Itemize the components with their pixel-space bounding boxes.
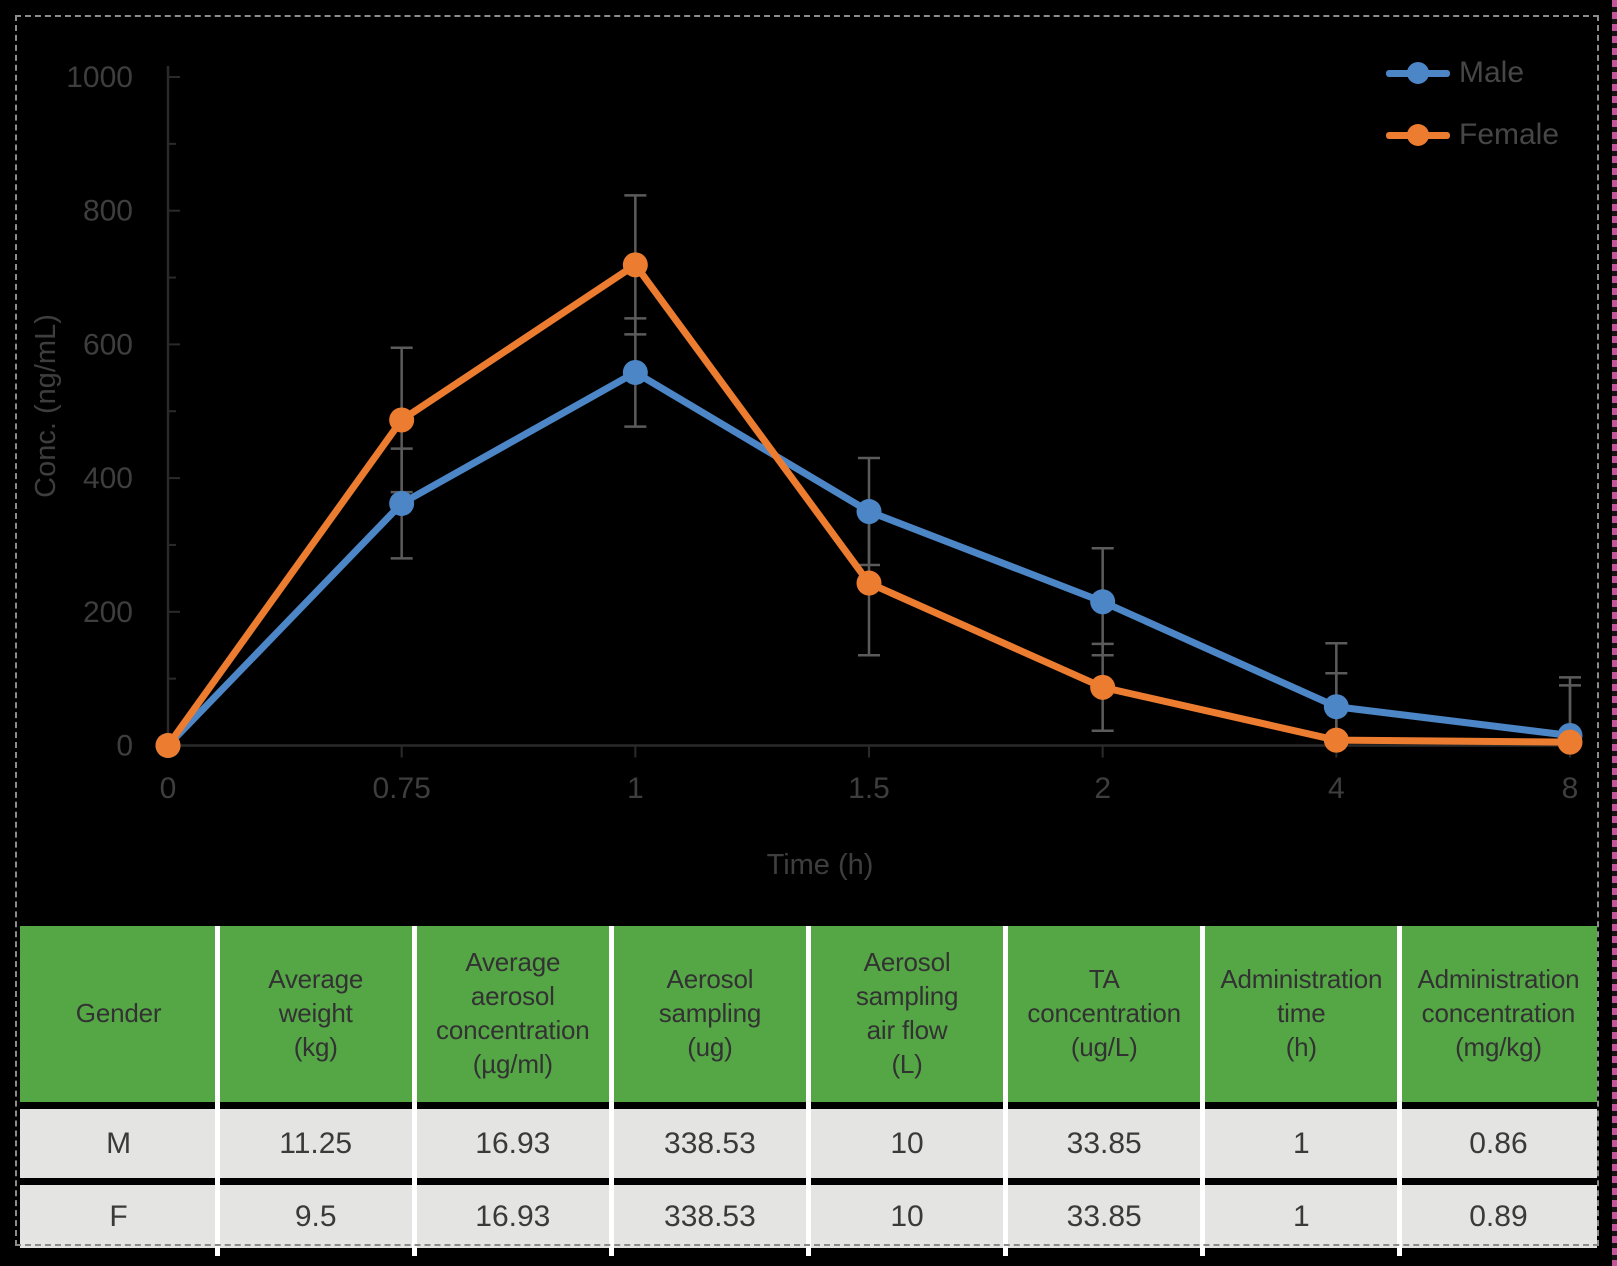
svg-text:8: 8 [1562, 772, 1579, 805]
data-point-female-8 [1557, 729, 1583, 755]
cell-f-admin-conc: 0.89 [1399, 1185, 1597, 1248]
female-dot-icon [1407, 124, 1429, 146]
data-point-female-1.5 [856, 570, 882, 596]
svg-text:1000: 1000 [66, 61, 133, 94]
table-column-separator [411, 926, 417, 1256]
parameters-table: Gender Average weight (kg) Average aeros… [20, 926, 1597, 1256]
cell-m-admin-conc: 0.86 [1399, 1109, 1597, 1178]
cell-m-weight: 11.25 [217, 1109, 415, 1178]
axes: 0 200 400 600 800 1000 0 0.75 1 1.5 2 4 8 Time (h) Con… [30, 61, 1578, 881]
svg-text:2: 2 [1094, 772, 1111, 805]
svg-text:800: 800 [83, 195, 133, 228]
data-point-male-1.5 [856, 499, 882, 525]
header-aerosol-sampling: Aerosol sampling (ug) [611, 926, 809, 1102]
cell-m-sampling: 338.53 [611, 1109, 809, 1178]
table-row-male: M 11.25 16.93 338.53 10 33.85 1 0.86 [20, 1109, 1597, 1178]
data-point-female-0.75 [389, 407, 415, 433]
header-aerosol-sampling-air-flow: Aerosol sampling air flow (L) [808, 926, 1006, 1102]
cell-f-weight: 9.5 [217, 1185, 415, 1248]
cell-m-admin-time: 1 [1202, 1109, 1400, 1178]
legend-label-male: Male [1459, 56, 1525, 89]
cell-f-gender: F [20, 1185, 218, 1248]
legend-item-female: Female [1386, 115, 1559, 155]
table-column-separator [805, 926, 811, 1256]
svg-text:0: 0 [160, 772, 177, 805]
svg-text:4: 4 [1328, 772, 1345, 805]
concentration-time-chart: 0 200 400 600 800 1000 0 0.75 1 1.5 2 4 8 Time (h) Con… [30, 61, 1583, 881]
cell-f-sampling: 338.53 [611, 1185, 809, 1248]
header-gender: Gender [20, 926, 218, 1102]
male-line-swatch-icon [1386, 62, 1450, 84]
svg-text:0: 0 [116, 730, 133, 763]
cell-f-admin-time: 1 [1202, 1185, 1400, 1248]
selection-edge-artifact [1612, 0, 1617, 1266]
table-column-separator [1397, 926, 1403, 1256]
cell-f-air-flow: 10 [808, 1185, 1006, 1248]
table-column-separator [1003, 926, 1008, 1256]
data-point-male-2 [1090, 589, 1116, 615]
table-column-separator [608, 926, 614, 1256]
data-point-female-0 [155, 733, 181, 758]
header-administration-concentration: Administration concentration (mg/kg) [1399, 926, 1597, 1102]
header-average-weight: Average weight (kg) [217, 926, 415, 1102]
data-point-female-1 [622, 252, 648, 278]
svg-text:0.75: 0.75 [372, 772, 430, 805]
data-point-male-0.75 [389, 491, 415, 517]
table-column-separator [1200, 926, 1206, 1256]
cell-m-air-flow: 10 [808, 1109, 1006, 1178]
y-axis-title: Conc. (ng/mL) [30, 314, 62, 498]
cell-m-aerosol-conc: 16.93 [414, 1109, 612, 1178]
data-point-male-1 [622, 359, 648, 385]
header-administration-time: Administration time (h) [1202, 926, 1400, 1102]
legend-item-male: Male [1386, 53, 1559, 93]
header-average-aerosol-concentration: Average aerosol concentration (µg/ml) [414, 926, 612, 1102]
cell-m-gender: M [20, 1109, 218, 1178]
svg-text:400: 400 [83, 462, 133, 495]
cell-f-ta-conc: 33.85 [1005, 1185, 1203, 1248]
svg-text:1.5: 1.5 [848, 772, 890, 805]
svg-text:600: 600 [83, 328, 133, 361]
series-female [155, 252, 1583, 758]
table-header-row: Gender Average weight (kg) Average aeros… [20, 926, 1597, 1102]
cell-f-aerosol-conc: 16.93 [414, 1185, 612, 1248]
cell-m-ta-conc: 33.85 [1005, 1109, 1203, 1178]
female-line-swatch-icon [1386, 124, 1450, 146]
table-row-female: F 9.5 16.93 338.53 10 33.85 1 0.89 [20, 1185, 1597, 1248]
chart-legend: Male Female [1386, 53, 1559, 177]
svg-text:200: 200 [83, 596, 133, 629]
male-dot-icon [1407, 62, 1429, 84]
table-column-separator [214, 926, 220, 1256]
header-ta-concentration: TA concentration (ug/L) [1005, 926, 1203, 1102]
legend-label-female: Female [1459, 118, 1560, 151]
data-point-female-4 [1323, 727, 1349, 753]
data-point-male-4 [1323, 694, 1349, 720]
svg-text:1: 1 [627, 772, 644, 805]
x-axis-title: Time (h) [767, 849, 874, 881]
data-point-female-2 [1090, 674, 1116, 700]
